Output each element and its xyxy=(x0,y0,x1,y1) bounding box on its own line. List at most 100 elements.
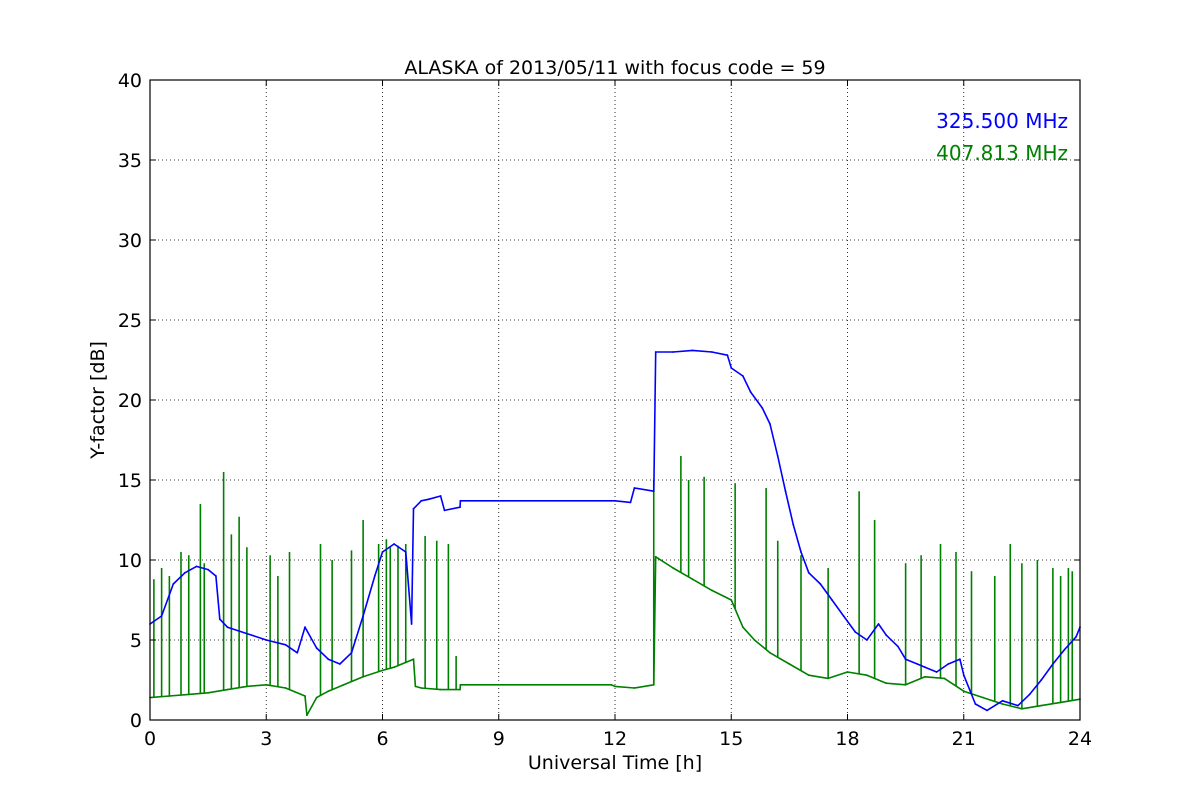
data-point-325-500-mhz xyxy=(428,498,430,501)
data-point-407-813-mhz xyxy=(459,683,462,686)
data-point-325-500-mhz xyxy=(315,647,318,649)
data-point-325-500-mhz xyxy=(459,499,462,502)
data-point-407-813-mhz xyxy=(420,687,423,689)
data-point-325-500-mhz xyxy=(350,651,353,654)
x-tick-label: 24 xyxy=(1068,728,1092,750)
data-point-325-500-mhz xyxy=(807,571,810,574)
data-point-325-500-mhz xyxy=(284,643,287,646)
data-point-407-813-mhz xyxy=(769,651,771,654)
data-point-325-500-mhz xyxy=(393,543,396,545)
data-point-407-813-mhz xyxy=(924,675,926,678)
y-tick-label: 35 xyxy=(118,150,142,172)
data-point-407-813-mhz xyxy=(1040,704,1043,707)
data-point-325-500-mhz xyxy=(304,626,306,629)
data-point-325-500-mhz xyxy=(904,658,907,661)
data-point-407-813-mhz xyxy=(284,687,287,689)
data-point-325-500-mhz xyxy=(842,615,845,617)
data-point-407-813-mhz xyxy=(633,687,636,689)
data-point-325-500-mhz xyxy=(672,351,675,353)
data-point-407-813-mhz xyxy=(807,674,810,677)
data-point-325-500-mhz xyxy=(160,615,163,617)
data-point-407-813-mhz xyxy=(741,626,744,629)
chart-title: ALASKA of 2013/05/11 with focus code = 5… xyxy=(404,57,825,79)
data-point-325-500-mhz xyxy=(865,639,868,641)
data-point-325-500-mhz xyxy=(776,455,779,457)
y-axis-label: Y-factor [dB] xyxy=(87,341,109,460)
data-point-325-500-mhz xyxy=(412,507,415,510)
data-point-325-500-mhz xyxy=(443,509,446,512)
x-tick-label: 21 xyxy=(952,728,976,750)
data-point-325-500-mhz xyxy=(974,703,977,705)
y-tick-label: 30 xyxy=(118,230,142,252)
data-point-325-500-mhz xyxy=(1017,704,1019,707)
y-tick-label: 5 xyxy=(130,630,142,652)
data-point-325-500-mhz xyxy=(730,367,733,369)
y-tick-label: 0 xyxy=(130,710,142,732)
data-point-325-500-mhz xyxy=(800,551,802,553)
data-point-325-500-mhz xyxy=(749,391,752,393)
data-point-325-500-mhz xyxy=(245,632,248,635)
data-point-325-500-mhz xyxy=(1001,699,1004,702)
data-point-407-813-mhz xyxy=(788,663,791,665)
data-point-325-500-mhz xyxy=(654,351,657,353)
y-tick-label: 25 xyxy=(118,310,142,332)
x-tick-label: 18 xyxy=(835,728,859,750)
data-point-407-813-mhz xyxy=(381,669,384,672)
data-point-407-813-mhz xyxy=(459,688,461,691)
y-tick-label: 10 xyxy=(118,550,142,572)
data-point-325-500-mhz xyxy=(459,506,461,509)
axis-ticks: 0 3 6 9 12 15 18 21 24 0 5 10 15 20 25 30 35 40 xyxy=(118,70,1092,750)
data-point-325-500-mhz xyxy=(195,565,198,568)
data-point-407-813-mhz xyxy=(342,683,345,686)
grid-lines xyxy=(150,80,1080,720)
data-point-325-500-mhz xyxy=(218,618,221,621)
data-point-325-500-mhz xyxy=(792,523,795,526)
data-point-407-813-mhz xyxy=(304,695,306,697)
data-point-407-813-mhz xyxy=(691,578,694,581)
data-point-325-500-mhz xyxy=(885,634,888,637)
data-point-325-500-mhz xyxy=(916,663,919,665)
data-point-325-500-mhz xyxy=(614,499,616,502)
data-point-407-813-mhz xyxy=(414,685,417,688)
data-point-325-500-mhz xyxy=(761,407,764,409)
data-point-325-500-mhz xyxy=(410,623,413,625)
data-point-325-500-mhz xyxy=(610,499,613,502)
data-point-325-500-mhz xyxy=(629,501,632,504)
data-point-407-813-mhz xyxy=(306,714,308,717)
data-point-325-500-mhz xyxy=(947,663,950,665)
data-point-407-813-mhz xyxy=(885,682,888,685)
data-point-325-500-mhz xyxy=(439,495,442,497)
data-point-407-813-mhz xyxy=(753,639,756,641)
x-tick-label: 0 xyxy=(144,728,156,750)
data-point-325-500-mhz xyxy=(769,423,771,425)
data-point-325-500-mhz xyxy=(338,663,341,665)
x-tick-label: 9 xyxy=(493,728,505,750)
data-point-325-500-mhz xyxy=(896,645,899,648)
data-point-325-500-mhz xyxy=(296,651,299,654)
data-point-325-500-mhz xyxy=(1075,635,1078,638)
x-axis-label: Universal Time [h] xyxy=(528,752,702,774)
data-point-325-500-mhz xyxy=(726,354,729,357)
legend-entry-407-mhz: 407.813 MHz xyxy=(936,141,1068,165)
data-point-407-813-mhz xyxy=(393,666,396,669)
data-point-325-500-mhz xyxy=(207,568,210,571)
data-point-325-500-mhz xyxy=(381,551,384,553)
series-line-325-500-mhz xyxy=(149,349,1081,712)
data-point-407-813-mhz xyxy=(265,683,268,686)
data-point-325-500-mhz xyxy=(831,599,833,601)
data-point-407-813-mhz xyxy=(654,555,657,558)
data-point-325-500-mhz xyxy=(741,375,744,377)
data-point-325-500-mhz xyxy=(183,571,186,574)
data-point-407-813-mhz xyxy=(315,696,318,699)
x-tick-label: 12 xyxy=(603,728,627,750)
data-point-407-813-mhz xyxy=(327,690,330,693)
data-point-325-500-mhz xyxy=(1063,648,1066,651)
data-point-325-500-mhz xyxy=(784,490,787,493)
data-point-407-813-mhz xyxy=(207,691,210,694)
data-point-325-500-mhz xyxy=(819,583,822,585)
data-point-407-813-mhz xyxy=(730,599,733,601)
data-point-325-500-mhz xyxy=(958,658,961,661)
data-point-325-500-mhz xyxy=(962,674,965,677)
data-point-325-500-mhz xyxy=(1051,663,1054,665)
